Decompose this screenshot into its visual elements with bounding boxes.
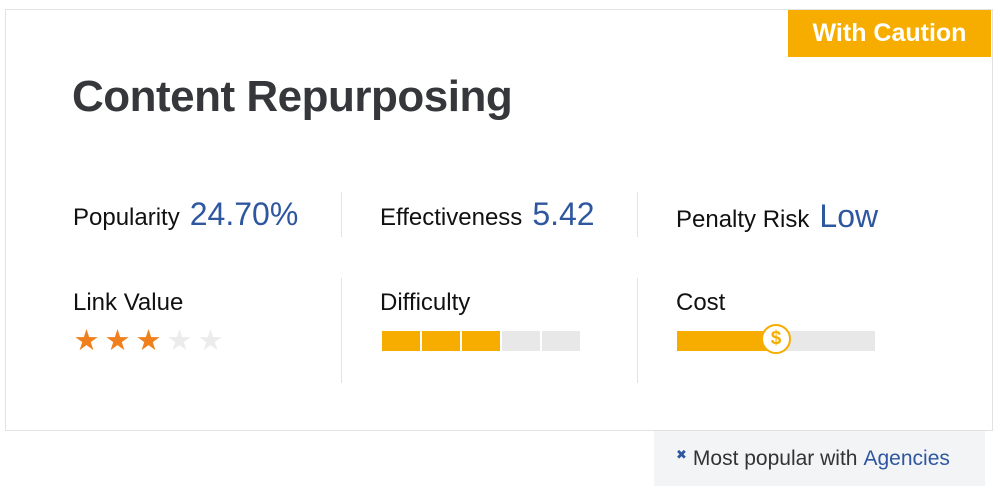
star-empty-icon: ★ xyxy=(166,325,193,357)
divider xyxy=(341,192,342,237)
link-value-label: Link Value xyxy=(73,289,184,316)
link-value-stars: ★ ★ ★ ★ ★ xyxy=(71,325,226,358)
star-filled-icon: ★ xyxy=(104,325,131,357)
difficulty-segment-filled xyxy=(422,331,460,351)
difficulty-segment-filled xyxy=(382,331,420,351)
difficulty-segment-empty xyxy=(502,331,540,351)
penalty-risk-value: Low xyxy=(819,198,879,234)
penalty-risk-metric: Penalty Risk Low xyxy=(676,198,878,235)
technique-card: With Caution Content Repurposing Popular… xyxy=(5,9,993,431)
cost-bar: $ xyxy=(677,324,875,354)
popularity-label: Popularity xyxy=(73,204,180,231)
footer-text: Most popular with xyxy=(692,446,858,470)
difficulty-segment-filled xyxy=(462,331,500,351)
effectiveness-label: Effectiveness xyxy=(380,204,523,231)
badge-icon: ✖ xyxy=(676,446,687,462)
difficulty-segment-empty xyxy=(542,331,580,351)
effectiveness-value: 5.42 xyxy=(532,196,595,232)
difficulty-label: Difficulty xyxy=(380,289,471,316)
dollar-icon: $ xyxy=(761,324,791,354)
divider xyxy=(637,192,638,237)
popularity-value: 24.70% xyxy=(189,196,299,232)
effectiveness-metric: Effectiveness 5.42 xyxy=(380,196,595,233)
difficulty-bar xyxy=(382,331,582,351)
popularity-metric: Popularity 24.70% xyxy=(73,196,298,233)
cost-label: Cost xyxy=(676,289,726,316)
divider xyxy=(637,278,638,383)
agencies-link[interactable]: Agencies xyxy=(863,446,950,470)
divider xyxy=(341,278,342,383)
star-filled-icon: ★ xyxy=(135,325,162,357)
cost-bar-fill xyxy=(677,331,776,351)
popularity-footer: ✖ Most popular with Agencies xyxy=(654,431,985,486)
page-title: Content Repurposing xyxy=(72,72,513,121)
star-filled-icon: ★ xyxy=(73,325,100,357)
star-empty-icon: ★ xyxy=(197,325,224,357)
penalty-risk-label: Penalty Risk xyxy=(676,206,810,233)
caution-badge: With Caution xyxy=(788,10,991,57)
